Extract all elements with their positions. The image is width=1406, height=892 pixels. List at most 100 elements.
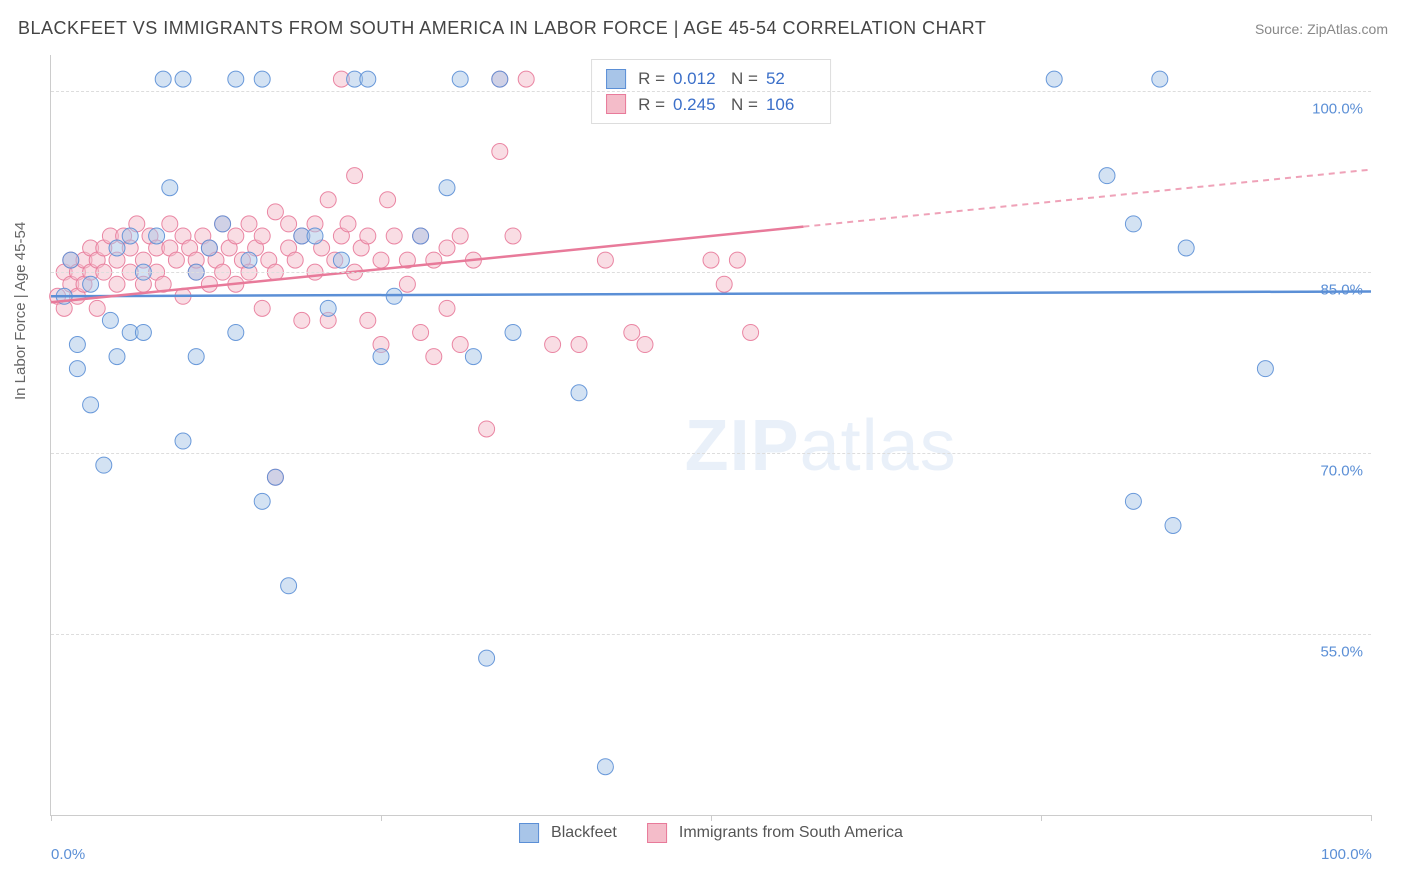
r-value-immigrants: 0.245 (673, 92, 723, 118)
data-point (281, 216, 297, 232)
data-point (1125, 493, 1141, 509)
data-point (69, 361, 85, 377)
gridline (51, 91, 1371, 92)
data-point (439, 300, 455, 316)
bottom-legend: Blackfeet Immigrants from South America (519, 823, 903, 843)
data-point (1046, 71, 1062, 87)
data-point (109, 240, 125, 256)
data-point (162, 216, 178, 232)
chart-title: BLACKFEET VS IMMIGRANTS FROM SOUTH AMERI… (18, 18, 986, 39)
swatch-blackfeet-icon (606, 69, 626, 89)
swatch-immigrants-icon (606, 94, 626, 114)
x-tick-label: 0.0% (51, 846, 85, 863)
data-point (624, 324, 640, 340)
data-point (254, 493, 270, 509)
legend-label-immigrants: Immigrants from South America (679, 824, 903, 842)
data-point (267, 469, 283, 485)
data-point (135, 324, 151, 340)
data-point (1165, 517, 1181, 533)
data-point (479, 650, 495, 666)
trend-line (51, 291, 1371, 296)
data-point (1257, 361, 1273, 377)
data-point (162, 180, 178, 196)
data-point (241, 216, 257, 232)
source-label: Source: ZipAtlas.com (1255, 21, 1388, 37)
data-point (320, 300, 336, 316)
data-point (1125, 216, 1141, 232)
data-point (439, 240, 455, 256)
data-point (637, 337, 653, 353)
chart-area: ZIPatlas R = 0.012 N = 52 R = 0.245 N = … (50, 55, 1371, 816)
data-point (545, 337, 561, 353)
data-point (571, 337, 587, 353)
data-point (175, 433, 191, 449)
data-point (155, 71, 171, 87)
data-point (228, 324, 244, 340)
data-point (347, 168, 363, 184)
x-tick (51, 815, 52, 821)
y-tick-label: 55.0% (1320, 644, 1363, 661)
data-point (505, 324, 521, 340)
data-point (320, 192, 336, 208)
data-point (1178, 240, 1194, 256)
data-point (597, 759, 613, 775)
data-point (492, 144, 508, 160)
data-point (360, 312, 376, 328)
data-point (340, 216, 356, 232)
data-point (386, 228, 402, 244)
data-point (729, 252, 745, 268)
data-point (333, 252, 349, 268)
y-tick-label: 85.0% (1320, 282, 1363, 299)
data-point (703, 252, 719, 268)
data-point (228, 228, 244, 244)
data-point (492, 71, 508, 87)
data-point (380, 192, 396, 208)
x-tick (1041, 815, 1042, 821)
data-point (215, 216, 231, 232)
legend-swatch-immigrants-icon (647, 823, 667, 843)
data-point (109, 276, 125, 292)
trend-line-extrapolated (803, 170, 1371, 227)
scatter-plot (51, 55, 1371, 815)
data-point (465, 349, 481, 365)
legend-swatch-blackfeet-icon (519, 823, 539, 843)
x-tick (1371, 815, 1372, 821)
stats-row-immigrants: R = 0.245 N = 106 (606, 92, 816, 118)
data-point (201, 276, 217, 292)
data-point (281, 578, 297, 594)
data-point (413, 324, 429, 340)
data-point (426, 349, 442, 365)
data-point (96, 457, 112, 473)
data-point (452, 228, 468, 244)
legend-label-blackfeet: Blackfeet (551, 824, 617, 842)
data-point (149, 228, 165, 244)
data-point (413, 228, 429, 244)
y-tick-label: 100.0% (1312, 101, 1363, 118)
data-point (168, 252, 184, 268)
data-point (109, 349, 125, 365)
data-point (254, 71, 270, 87)
data-point (1099, 168, 1115, 184)
data-point (307, 228, 323, 244)
x-tick (711, 815, 712, 821)
data-point (175, 71, 191, 87)
data-point (122, 228, 138, 244)
data-point (597, 252, 613, 268)
data-point (360, 71, 376, 87)
data-point (373, 349, 389, 365)
data-point (1152, 71, 1168, 87)
data-point (716, 276, 732, 292)
data-point (83, 397, 99, 413)
data-point (254, 228, 270, 244)
data-point (518, 71, 534, 87)
data-point (267, 204, 283, 220)
data-point (399, 276, 415, 292)
gridline (51, 272, 1371, 273)
y-tick-label: 70.0% (1320, 463, 1363, 480)
data-point (254, 300, 270, 316)
data-point (69, 337, 85, 353)
data-point (89, 300, 105, 316)
data-point (63, 252, 79, 268)
data-point (452, 337, 468, 353)
data-point (360, 228, 376, 244)
